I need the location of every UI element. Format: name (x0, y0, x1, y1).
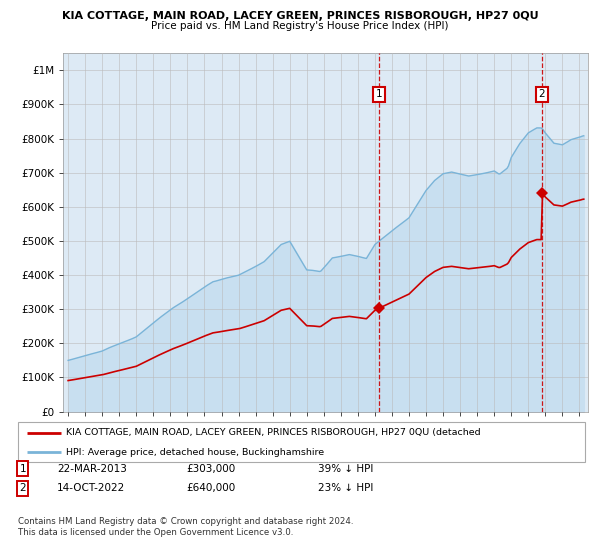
Text: 39% ↓ HPI: 39% ↓ HPI (318, 464, 373, 474)
Text: 23% ↓ HPI: 23% ↓ HPI (318, 483, 373, 493)
Text: 1: 1 (376, 89, 382, 99)
Text: Price paid vs. HM Land Registry's House Price Index (HPI): Price paid vs. HM Land Registry's House … (151, 21, 449, 31)
Text: HPI: Average price, detached house, Buckinghamshire: HPI: Average price, detached house, Buck… (66, 448, 325, 457)
Text: £640,000: £640,000 (186, 483, 235, 493)
Text: KIA COTTAGE, MAIN ROAD, LACEY GREEN, PRINCES RISBOROUGH, HP27 0QU: KIA COTTAGE, MAIN ROAD, LACEY GREEN, PRI… (62, 11, 538, 21)
Text: 2: 2 (19, 483, 26, 493)
Text: KIA COTTAGE, MAIN ROAD, LACEY GREEN, PRINCES RISBOROUGH, HP27 0QU (detached: KIA COTTAGE, MAIN ROAD, LACEY GREEN, PRI… (66, 428, 481, 437)
Text: 2: 2 (538, 89, 545, 99)
Text: 22-MAR-2013: 22-MAR-2013 (57, 464, 127, 474)
Text: 14-OCT-2022: 14-OCT-2022 (57, 483, 125, 493)
Text: 1: 1 (19, 464, 26, 474)
FancyBboxPatch shape (18, 422, 585, 462)
Text: Contains HM Land Registry data © Crown copyright and database right 2024.
This d: Contains HM Land Registry data © Crown c… (18, 517, 353, 537)
Text: £303,000: £303,000 (186, 464, 235, 474)
